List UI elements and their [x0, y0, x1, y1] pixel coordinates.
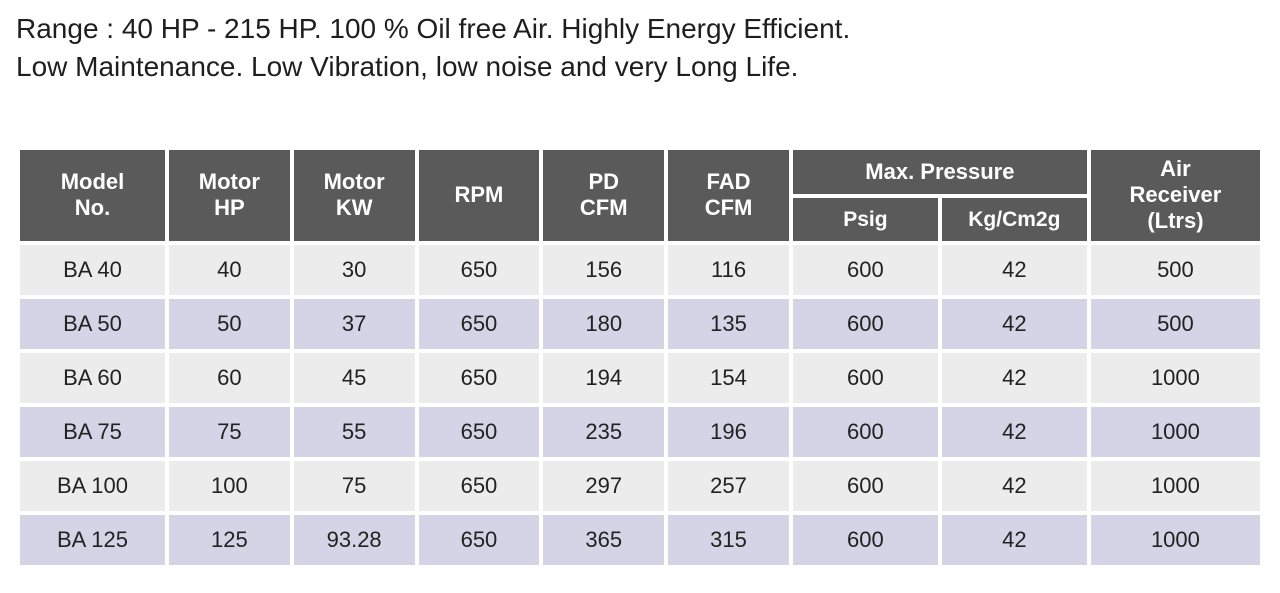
cell-fad-cfm: 257: [668, 461, 789, 511]
cell-air-recv: 1000: [1091, 515, 1260, 565]
col-fad-cfm-header-l1: FAD: [707, 169, 751, 194]
cell-rpm: 650: [419, 461, 540, 511]
col-motor-hp-header: Motor HP: [169, 150, 290, 241]
cell-model: BA 100: [20, 461, 165, 511]
cell-fad-cfm: 116: [668, 245, 789, 295]
col-pd-cfm-header-l1: PD: [588, 169, 619, 194]
cell-rpm: 650: [419, 353, 540, 403]
col-rpm-header-l1: RPM: [455, 182, 504, 207]
cell-model: BA 40: [20, 245, 165, 295]
cell-air-recv: 1000: [1091, 407, 1260, 457]
cell-air-recv: 500: [1091, 299, 1260, 349]
spec-table-head: Model No. Motor HP Motor KW RPM PD CFM: [20, 150, 1260, 241]
table-row: BA 40 40 30 650 156 116 600 42 500: [20, 245, 1260, 295]
col-model-header-l1: Model: [61, 169, 125, 194]
cell-pd-cfm: 194: [543, 353, 664, 403]
cell-pd-cfm: 297: [543, 461, 664, 511]
col-air-recv-header-l1: Air: [1160, 156, 1191, 181]
spec-table: Model No. Motor HP Motor KW RPM PD CFM: [16, 146, 1264, 569]
cell-model: BA 125: [20, 515, 165, 565]
cell-air-recv: 1000: [1091, 461, 1260, 511]
col-motor-kw-header-l1: Motor: [324, 169, 385, 194]
col-air-recv-header-l2: Receiver: [1130, 182, 1222, 207]
cell-fad-cfm: 315: [668, 515, 789, 565]
cell-rpm: 650: [419, 515, 540, 565]
cell-motor-hp: 75: [169, 407, 290, 457]
cell-fad-cfm: 196: [668, 407, 789, 457]
col-motor-kw-header: Motor KW: [294, 150, 415, 241]
cell-fad-cfm: 135: [668, 299, 789, 349]
table-row: BA 75 75 55 650 235 196 600 42 1000: [20, 407, 1260, 457]
table-row: BA 60 60 45 650 194 154 600 42 1000: [20, 353, 1260, 403]
col-kgcm2g-header-l1: Kg/Cm2g: [968, 208, 1060, 231]
cell-psig: 600: [793, 461, 938, 511]
table-row: BA 50 50 37 650 180 135 600 42 500: [20, 299, 1260, 349]
col-max-pressure-header: Max. Pressure: [793, 150, 1087, 194]
col-fad-cfm-header: FAD CFM: [668, 150, 789, 241]
col-max-pressure-header-l1: Max. Pressure: [865, 159, 1014, 184]
cell-pd-cfm: 365: [543, 515, 664, 565]
table-row: BA 125 125 93.28 650 365 315 600 42 1000: [20, 515, 1260, 565]
cell-motor-hp: 125: [169, 515, 290, 565]
cell-motor-hp: 40: [169, 245, 290, 295]
cell-kgcm2g: 42: [942, 407, 1087, 457]
col-motor-kw-header-l2: KW: [336, 195, 373, 220]
col-psig-header: Psig: [793, 198, 938, 241]
cell-motor-kw: 37: [294, 299, 415, 349]
intro-line-1: Range : 40 HP - 215 HP. 100 % Oil free A…: [16, 13, 850, 44]
cell-rpm: 650: [419, 299, 540, 349]
col-model-header: Model No.: [20, 150, 165, 241]
cell-motor-hp: 100: [169, 461, 290, 511]
col-model-header-l2: No.: [75, 195, 110, 220]
cell-psig: 600: [793, 353, 938, 403]
cell-rpm: 650: [419, 407, 540, 457]
col-pd-cfm-header-l2: CFM: [580, 195, 628, 220]
cell-psig: 600: [793, 245, 938, 295]
cell-psig: 600: [793, 299, 938, 349]
page-root: Range : 40 HP - 215 HP. 100 % Oil free A…: [0, 0, 1280, 593]
intro-text: Range : 40 HP - 215 HP. 100 % Oil free A…: [16, 10, 1264, 86]
col-rpm-header: RPM: [419, 150, 540, 241]
cell-psig: 600: [793, 515, 938, 565]
cell-rpm: 650: [419, 245, 540, 295]
cell-model: BA 60: [20, 353, 165, 403]
cell-kgcm2g: 42: [942, 353, 1087, 403]
cell-kgcm2g: 42: [942, 461, 1087, 511]
col-pd-cfm-header: PD CFM: [543, 150, 664, 241]
cell-pd-cfm: 156: [543, 245, 664, 295]
col-kgcm2g-header: Kg/Cm2g: [942, 198, 1087, 241]
cell-motor-kw: 30: [294, 245, 415, 295]
cell-model: BA 75: [20, 407, 165, 457]
spec-table-body: BA 40 40 30 650 156 116 600 42 500 BA 50…: [20, 245, 1260, 565]
cell-kgcm2g: 42: [942, 299, 1087, 349]
cell-motor-kw: 55: [294, 407, 415, 457]
col-psig-header-l1: Psig: [843, 208, 887, 231]
header-row-1: Model No. Motor HP Motor KW RPM PD CFM: [20, 150, 1260, 194]
cell-air-recv: 500: [1091, 245, 1260, 295]
intro-line-2: Low Maintenance. Low Vibration, low nois…: [16, 51, 798, 82]
cell-model: BA 50: [20, 299, 165, 349]
cell-kgcm2g: 42: [942, 245, 1087, 295]
cell-psig: 600: [793, 407, 938, 457]
cell-motor-hp: 50: [169, 299, 290, 349]
col-motor-hp-header-l1: Motor: [199, 169, 260, 194]
cell-motor-kw: 45: [294, 353, 415, 403]
cell-pd-cfm: 235: [543, 407, 664, 457]
cell-pd-cfm: 180: [543, 299, 664, 349]
table-row: BA 100 100 75 650 297 257 600 42 1000: [20, 461, 1260, 511]
cell-air-recv: 1000: [1091, 353, 1260, 403]
col-fad-cfm-header-l2: CFM: [705, 195, 753, 220]
col-motor-hp-header-l2: HP: [214, 195, 245, 220]
cell-kgcm2g: 42: [942, 515, 1087, 565]
cell-motor-kw: 75: [294, 461, 415, 511]
cell-motor-kw: 93.28: [294, 515, 415, 565]
cell-fad-cfm: 154: [668, 353, 789, 403]
col-air-recv-header: Air Receiver (Ltrs): [1091, 150, 1260, 241]
col-air-recv-header-l3: (Ltrs): [1147, 208, 1203, 233]
cell-motor-hp: 60: [169, 353, 290, 403]
